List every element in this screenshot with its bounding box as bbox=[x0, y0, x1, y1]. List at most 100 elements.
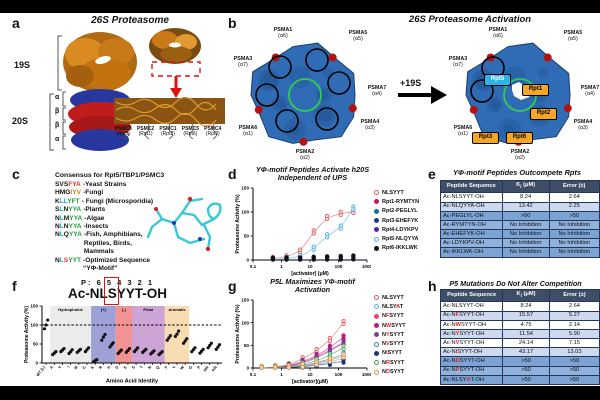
svg-text:Proteasome Activity (%): Proteasome Activity (%) bbox=[235, 304, 241, 363]
legend-marker-icon bbox=[374, 295, 379, 301]
panel-b-letter: b bbox=[228, 15, 237, 31]
psma-label: PSMA2 (α2) bbox=[295, 149, 315, 161]
svg-text:WT (L): WT (L) bbox=[36, 365, 46, 378]
panel-g-title: P5L Maximizes YΦ-motif Activation bbox=[270, 277, 355, 295]
legend-item: NDSYYT bbox=[374, 367, 406, 376]
consensus-heading: Consensus for Rpt5/TBP1/PSMC3 bbox=[55, 172, 165, 179]
psmc-label: PSMC3 (Rpt5) bbox=[114, 126, 132, 138]
svg-text:(+): (+) bbox=[101, 307, 107, 312]
table-row: Ac-EHEFYK-OH No Inhibition No Inhibition bbox=[440, 229, 600, 240]
table-row: Ac-NVSYYT-OH 24.14 7.15 bbox=[439, 338, 600, 349]
legend-item: NISYYT bbox=[374, 349, 406, 358]
psma-label: PSMA7 (α4) bbox=[580, 85, 600, 97]
svg-text:H: H bbox=[107, 365, 112, 370]
legend-marker-icon bbox=[374, 350, 379, 356]
chart-f-amino-acid-scan: Hydrophobic (+) (-) Polar Aromatic 0 50 100 150 W… bbox=[24, 304, 222, 384]
rpt-badge-rpt1: Rpt1 bbox=[522, 84, 549, 96]
competition-table-h: Peptide Sequence Ki (μM) Error (±) Ac-NLSYY… bbox=[439, 288, 600, 386]
legend-marker-icon bbox=[374, 218, 379, 224]
consensus-row: NLSYYT -Optimized Sequence “YΦ-Motif” bbox=[55, 256, 151, 273]
panel-d-title: YΦ-motif Peptides Activate h20S Independ… bbox=[255, 165, 370, 183]
svg-text:1: 1 bbox=[280, 372, 283, 377]
svg-text:1: 1 bbox=[280, 264, 283, 269]
table-row: Ac-NWSYYT-OH 4.75 2.14 bbox=[439, 319, 600, 330]
panel-h-title: P5 Mutations Do Not Alter Competition bbox=[449, 279, 582, 288]
svg-text:[activator](μM): [activator](μM) bbox=[292, 379, 328, 385]
table-header: Peptide Sequence bbox=[440, 179, 503, 194]
legend-marker-icon bbox=[374, 332, 379, 338]
panel-d-letter: d bbox=[228, 166, 237, 182]
consensus-row: HMGIYV -Fungi bbox=[55, 189, 104, 197]
svg-text:100: 100 bbox=[241, 320, 249, 325]
svg-text:I: I bbox=[67, 365, 71, 368]
consensus-row: NLQYYA -Fish, Amphibians, Reptiles, Birds… bbox=[55, 231, 143, 256]
svg-text:Y: Y bbox=[172, 365, 177, 370]
psmc-subunit-labels: PSMC3 (Rpt5) PSMC2 (Rpt1) PSMC1 (Rpt2) PSMC5 (R… bbox=[112, 126, 224, 138]
legend-marker-icon bbox=[374, 208, 379, 214]
legend-item: Rpt5-NLQYYA bbox=[374, 234, 419, 243]
psma-label: PSMA3 (α7) bbox=[233, 56, 253, 68]
table-row: Ac-NPSYYT-OH >50 >50 bbox=[439, 365, 600, 376]
svg-text:150: 150 bbox=[241, 298, 249, 303]
svg-text:Hydrophobic: Hydrophobic bbox=[58, 307, 83, 312]
consensus-row: SVSFYA -Yeast Strains bbox=[55, 181, 127, 188]
table-header: Error (±) bbox=[548, 288, 600, 303]
rpt-badge-rpt5: Rpt5 bbox=[484, 74, 511, 86]
svg-text:V: V bbox=[58, 365, 63, 370]
svg-text:100: 100 bbox=[241, 210, 249, 215]
label-19s: 19S bbox=[14, 60, 31, 70]
bottom-black-bar bbox=[0, 386, 600, 400]
svg-text:T: T bbox=[139, 365, 144, 370]
position-numbering: P: 6 5 4 3 2 1 bbox=[80, 278, 155, 287]
psma-label: PSMA7 (α4) bbox=[367, 85, 387, 97]
panel-a-letter: a bbox=[12, 15, 20, 31]
svg-text:Proteasome Activity (%): Proteasome Activity (%) bbox=[24, 306, 30, 363]
legend-item: Rpt4-LDYKPV bbox=[374, 225, 419, 234]
psma-label: PSMA5 (α5) bbox=[348, 30, 368, 42]
panel-f-letter: f bbox=[12, 278, 17, 294]
legend-marker-icon bbox=[374, 245, 379, 251]
svg-text:0: 0 bbox=[35, 361, 38, 366]
svg-text:C: C bbox=[82, 365, 87, 370]
legend-item: Rpt3-EHEFYK bbox=[374, 216, 419, 225]
legend-marker-icon bbox=[374, 227, 379, 233]
svg-text:10: 10 bbox=[307, 264, 313, 269]
position-5-red-box bbox=[104, 277, 119, 305]
chart-d-activation-curves: 0 50 100 150 0.1 1 10 100 1000 [activator] (μM) Pr… bbox=[235, 186, 371, 277]
legend-item: Rpt1-RYMTYN bbox=[374, 197, 419, 206]
svg-text:Proteasome Activity (%): Proteasome Activity (%) bbox=[235, 194, 241, 253]
svg-text:150: 150 bbox=[30, 304, 38, 309]
svg-text:Nle: Nle bbox=[203, 365, 210, 372]
psma-label: PSMA6 (α1) bbox=[453, 125, 473, 137]
svg-text:0.1: 0.1 bbox=[250, 372, 257, 377]
panel-a-title: 26S Proteasome bbox=[91, 15, 169, 26]
svg-text:F: F bbox=[164, 365, 169, 370]
svg-text:S: S bbox=[131, 365, 136, 370]
psma-label: PSMA3 (α7) bbox=[448, 56, 468, 68]
svg-text:100: 100 bbox=[335, 264, 343, 269]
legend-item: NLSYYT bbox=[374, 293, 406, 302]
chart-g-legend: NLSYYT NLSYAT NFSYYT NWSYYT NYSYYT NVSYYT NISY… bbox=[374, 293, 406, 377]
svg-text:50: 50 bbox=[33, 342, 39, 347]
table-row: Ac-NLQYYA-OH 13.42 2.25 bbox=[440, 201, 600, 212]
boxed-residue: L bbox=[99, 286, 108, 301]
panel-e-title: YΦ-motif Peptides Outcompete Rpts bbox=[452, 168, 582, 177]
panel-c-letter: c bbox=[12, 166, 20, 182]
svg-text:100: 100 bbox=[30, 323, 38, 328]
svg-text:Aib: Aib bbox=[211, 365, 218, 373]
svg-text:A: A bbox=[49, 365, 54, 370]
competition-table-e: Peptide Sequence Ki (μM) Error (±) Ac-NLSYY… bbox=[440, 179, 600, 258]
legend-marker-icon bbox=[374, 369, 379, 375]
rpt-badge-rpt3: Rpt3 bbox=[472, 132, 499, 144]
table-header: Ki (μM) bbox=[501, 179, 550, 194]
svg-text:Q: Q bbox=[155, 365, 160, 370]
label-20s: 20S bbox=[12, 116, 29, 126]
legend-marker-icon bbox=[374, 190, 379, 196]
legend-item: NVSYYT bbox=[374, 339, 406, 348]
psmc-label: PSMC4 (Rpt3) bbox=[204, 126, 222, 138]
table-row: Ac-NFSYYT-OH 15.57 5.27 bbox=[439, 310, 600, 321]
svg-text:Aromatic: Aromatic bbox=[168, 307, 186, 312]
psma-label: PSMA6 (α1) bbox=[238, 125, 258, 137]
legend-marker-icon bbox=[374, 341, 379, 347]
ring-label-alpha2: α bbox=[55, 136, 60, 143]
